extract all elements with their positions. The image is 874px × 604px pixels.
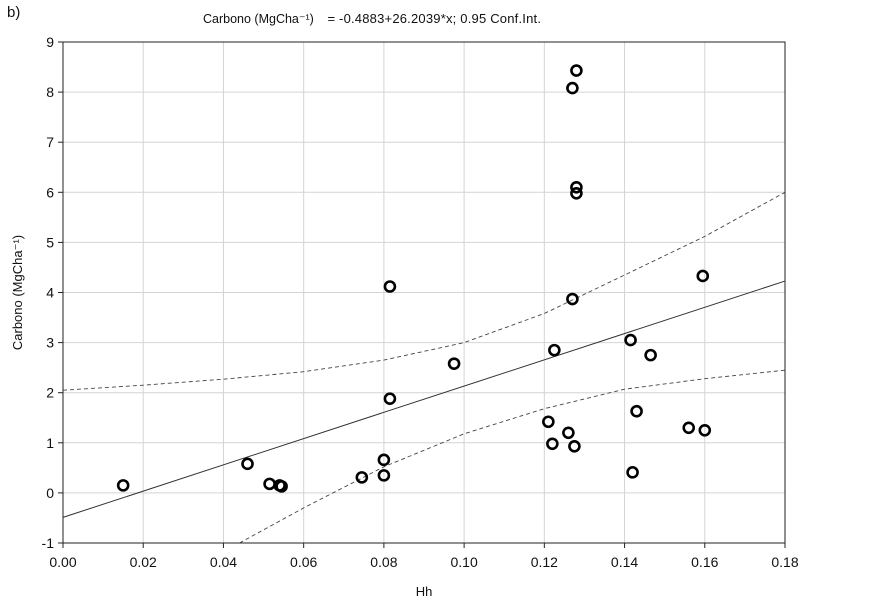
panel-label: b) — [7, 4, 21, 21]
data-point — [644, 348, 657, 362]
data-point — [566, 81, 579, 95]
x-tick-label: 0.12 — [531, 554, 558, 570]
data-point — [355, 471, 369, 484]
data-point — [562, 426, 575, 440]
data-point — [626, 466, 639, 479]
x-tick-label: 0.08 — [370, 554, 397, 570]
chart-title: Carbono (MgCha⁻¹) = -0.4883+26.2039*x; 0… — [203, 11, 541, 26]
confidence-band-upper — [62, 191, 786, 391]
confidence-band — [62, 191, 786, 544]
y-tick-label: 0 — [46, 485, 54, 501]
data-point — [696, 269, 710, 283]
confidence-band-lower — [239, 369, 786, 544]
x-tick-label: 0.00 — [49, 554, 76, 570]
data-point — [275, 480, 288, 493]
y-axis-label: Carbono (MgCha⁻¹) — [10, 235, 25, 350]
y-tick-label: 5 — [46, 234, 54, 250]
data-point — [682, 421, 696, 435]
regression-line — [62, 280, 786, 518]
y-tick-label: 2 — [46, 385, 54, 401]
data-point — [570, 64, 583, 77]
data-point — [116, 479, 130, 492]
data-point — [447, 357, 461, 370]
y-tick-label: 8 — [46, 84, 54, 100]
y-tick-label: -1 — [42, 535, 55, 551]
tick-labels: 0.00 0.02 0.04 0.06 0.08 0.10 0.12 0.14 0.16 0.18… — [42, 34, 799, 570]
data-point — [568, 440, 581, 453]
y-tick-label: 3 — [46, 335, 54, 351]
y-tick-label: 4 — [46, 285, 54, 301]
gridlines — [62, 41, 786, 544]
data-point — [566, 292, 579, 306]
data-point — [570, 180, 583, 194]
data-points — [116, 64, 712, 493]
y-tick-label: 1 — [46, 435, 54, 451]
data-point — [383, 392, 397, 406]
data-point — [263, 477, 276, 491]
data-point — [548, 343, 561, 357]
y-tick-label: 9 — [46, 34, 54, 50]
data-point — [383, 280, 397, 293]
data-point — [698, 423, 712, 437]
x-tick-label: 0.04 — [210, 554, 237, 570]
y-tick-label: 6 — [46, 184, 54, 200]
y-tick-label: 7 — [46, 134, 54, 150]
data-point — [241, 457, 254, 471]
chart-title-equation: = -0.4883+26.2039*x; 0.95 Conf.Int. — [327, 11, 542, 26]
regression-line-group — [62, 280, 786, 518]
x-tick-label: 0.10 — [450, 554, 477, 570]
x-axis-label: Hh — [416, 584, 433, 599]
data-point — [630, 404, 643, 418]
data-point — [546, 437, 559, 451]
data-point — [377, 453, 391, 467]
chart-title-variable: Carbono (MgCha⁻¹) — [203, 12, 314, 26]
data-point — [624, 333, 637, 347]
data-point — [542, 415, 555, 429]
x-tick-label: 0.02 — [130, 554, 157, 570]
x-tick-label: 0.06 — [290, 554, 317, 570]
x-tick-label: 0.14 — [611, 554, 638, 570]
data-point — [377, 469, 391, 482]
data-point — [570, 187, 583, 200]
x-tick-label: 0.18 — [771, 554, 798, 570]
x-tick-label: 0.16 — [691, 554, 718, 570]
